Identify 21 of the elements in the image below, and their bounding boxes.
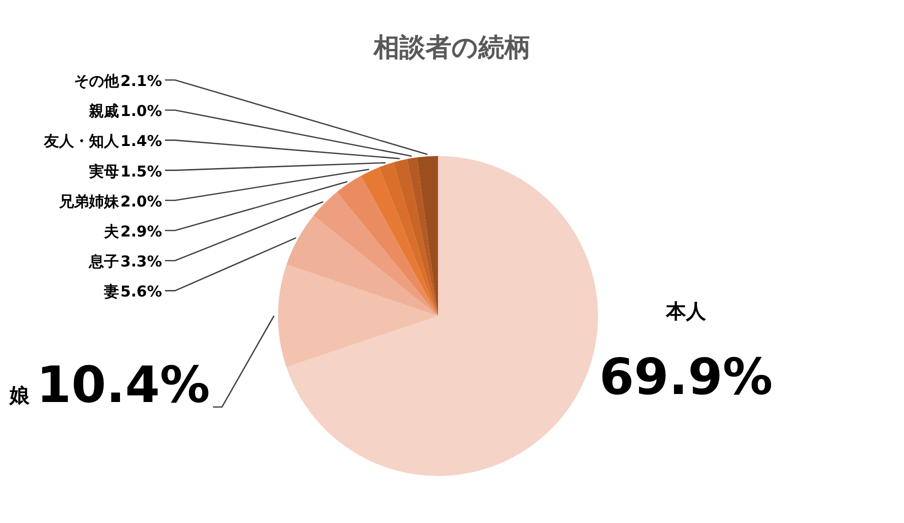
data-label: 3.3% bbox=[120, 252, 162, 271]
slice-label: 夫 bbox=[103, 222, 120, 240]
data-label: 2.0% bbox=[120, 192, 162, 210]
slice-label: その他 bbox=[74, 72, 120, 90]
slice-label: 息子 bbox=[88, 252, 119, 271]
slice-label: 親戚 bbox=[88, 102, 119, 120]
chart-title: 相談者の続柄 bbox=[372, 33, 530, 63]
data-label: 1.0% bbox=[120, 102, 162, 120]
data-label: 1.5% bbox=[120, 162, 162, 180]
slice-label: 妻 bbox=[103, 282, 119, 301]
data-label: 69.9% bbox=[599, 348, 773, 406]
data-label: 2.1% bbox=[120, 72, 162, 90]
slice-label: 本人 bbox=[665, 299, 707, 323]
slice-label: 実母 bbox=[88, 162, 119, 180]
data-label: 1.4% bbox=[120, 132, 162, 150]
data-label: 5.6% bbox=[120, 282, 162, 301]
slice-label: 娘 bbox=[8, 383, 37, 407]
data-label: 2.9% bbox=[120, 222, 162, 240]
slice-label: 友人・知人 bbox=[43, 132, 120, 150]
data-label: 10.4% bbox=[36, 356, 210, 414]
slice-label: 兄弟姉妹 bbox=[58, 192, 120, 210]
